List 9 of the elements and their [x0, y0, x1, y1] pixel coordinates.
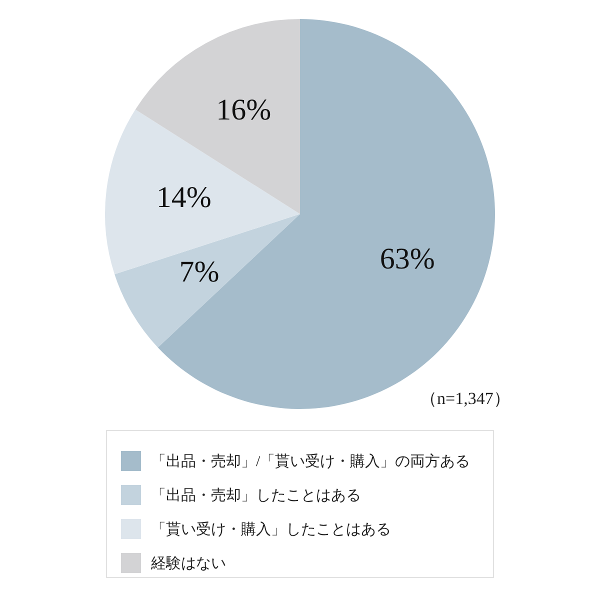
data-label: 7% [179, 255, 220, 288]
legend-label: 「出品・売却」/「貰い受け・購入」の両方ある [151, 452, 470, 470]
text: （n=1,347） [420, 388, 510, 410]
data-label: 16% [216, 93, 272, 126]
legend-label: 経験はない [151, 554, 226, 572]
legend-label: 「出品・売却」したことはある [151, 486, 361, 504]
data-label: 14% [156, 181, 212, 214]
data-label: 63% [380, 242, 435, 276]
legend-label: 「貰い受け・購入」したことはある [151, 520, 391, 538]
